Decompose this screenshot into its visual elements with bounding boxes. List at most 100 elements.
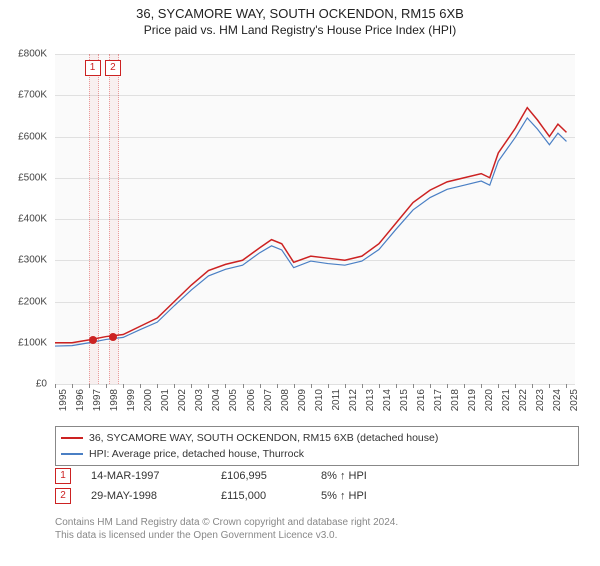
x-tick-label: 2005: [228, 389, 239, 411]
x-tick: [396, 384, 397, 388]
x-tick: [174, 384, 175, 388]
x-tick-label: 2002: [177, 389, 188, 411]
x-tick: [345, 384, 346, 388]
y-tick-label: £300K: [0, 255, 47, 266]
chart-subtitle: Price paid vs. HM Land Registry's House …: [0, 23, 600, 37]
x-tick: [106, 384, 107, 388]
footer-line1: Contains HM Land Registry data © Crown c…: [55, 516, 398, 529]
series-line: [55, 108, 566, 343]
x-tick-label: 2011: [331, 389, 342, 411]
x-tick-label: 2019: [467, 389, 478, 411]
marker-label-box: 1: [85, 60, 101, 76]
event-marker-box: 1: [55, 468, 71, 484]
x-tick-label: 2000: [143, 389, 154, 411]
x-tick: [243, 384, 244, 388]
x-tick-label: 2023: [535, 389, 546, 411]
legend-label: 36, SYCAMORE WAY, SOUTH OCKENDON, RM15 6…: [89, 432, 438, 444]
y-tick-label: £800K: [0, 49, 47, 60]
events-table: 1 14-MAR-1997£106,9958% ↑ HPI 2 29-MAY-1998…: [55, 466, 401, 506]
x-tick-label: 2001: [160, 389, 171, 411]
x-tick-label: 2014: [382, 389, 393, 411]
y-tick-label: £0: [0, 379, 47, 390]
legend-item: 36, SYCAMORE WAY, SOUTH OCKENDON, RM15 6…: [61, 430, 573, 446]
y-tick-label: £200K: [0, 296, 47, 307]
x-tick: [362, 384, 363, 388]
x-tick: [55, 384, 56, 388]
x-tick-label: 1997: [92, 389, 103, 411]
x-tick-label: 2015: [399, 389, 410, 411]
x-tick: [532, 384, 533, 388]
sale-dot: [109, 333, 117, 341]
x-tick-label: 2004: [211, 389, 222, 411]
x-tick: [447, 384, 448, 388]
legend-swatch: [61, 453, 83, 455]
x-tick: [277, 384, 278, 388]
chart-container: 36, SYCAMORE WAY, SOUTH OCKENDON, RM15 6…: [0, 6, 600, 566]
legend-swatch: [61, 437, 83, 439]
event-marker-box: 2: [55, 488, 71, 504]
x-tick: [208, 384, 209, 388]
event-price: £106,995: [221, 470, 321, 482]
x-tick: [157, 384, 158, 388]
x-tick: [515, 384, 516, 388]
x-tick: [566, 384, 567, 388]
x-tick: [191, 384, 192, 388]
x-tick: [72, 384, 73, 388]
gridline: [55, 384, 575, 385]
y-tick-label: £700K: [0, 90, 47, 101]
footer-attribution: Contains HM Land Registry data © Crown c…: [55, 516, 398, 542]
x-tick: [140, 384, 141, 388]
x-tick-label: 2012: [348, 389, 359, 411]
x-tick-label: 2013: [365, 389, 376, 411]
event-row: 1 14-MAR-1997£106,9958% ↑ HPI: [55, 466, 401, 486]
x-tick: [328, 384, 329, 388]
x-tick: [379, 384, 380, 388]
legend-label: HPI: Average price, detached house, Thur…: [89, 448, 304, 460]
x-tick-label: 1995: [58, 389, 69, 411]
x-tick-label: 2009: [297, 389, 308, 411]
x-tick: [413, 384, 414, 388]
x-tick-label: 2018: [450, 389, 461, 411]
x-tick: [430, 384, 431, 388]
series-line: [55, 118, 566, 346]
x-tick: [311, 384, 312, 388]
x-tick: [260, 384, 261, 388]
y-tick-label: £600K: [0, 131, 47, 142]
event-pct: 8% ↑ HPI: [321, 470, 401, 482]
event-date: 14-MAR-1997: [91, 470, 221, 482]
event-pct: 5% ↑ HPI: [321, 490, 401, 502]
x-tick: [498, 384, 499, 388]
x-tick: [481, 384, 482, 388]
x-tick-label: 1996: [75, 389, 86, 411]
x-tick: [464, 384, 465, 388]
x-tick: [549, 384, 550, 388]
x-tick-label: 2021: [501, 389, 512, 411]
chart-area: 12 £0£100K£200K£300K£400K£500K£600K£700K…: [55, 54, 575, 384]
x-tick-label: 2022: [518, 389, 529, 411]
x-tick-label: 1999: [126, 389, 137, 411]
footer-line2: This data is licensed under the Open Gov…: [55, 529, 398, 542]
legend-item: HPI: Average price, detached house, Thur…: [61, 446, 573, 462]
x-tick-label: 2003: [194, 389, 205, 411]
x-tick-label: 2010: [314, 389, 325, 411]
marker-label-box: 2: [105, 60, 121, 76]
x-tick-label: 2017: [433, 389, 444, 411]
line-series-svg: [55, 54, 575, 384]
y-tick-label: £500K: [0, 172, 47, 183]
y-tick-label: £400K: [0, 214, 47, 225]
x-tick-label: 2025: [569, 389, 580, 411]
sale-dot: [89, 336, 97, 344]
x-tick-label: 2024: [552, 389, 563, 411]
event-price: £115,000: [221, 490, 321, 502]
x-tick-label: 2020: [484, 389, 495, 411]
x-tick: [89, 384, 90, 388]
chart-title: 36, SYCAMORE WAY, SOUTH OCKENDON, RM15 6…: [0, 6, 600, 21]
x-tick-label: 2016: [416, 389, 427, 411]
x-tick-label: 1998: [109, 389, 120, 411]
event-row: 2 29-MAY-1998£115,0005% ↑ HPI: [55, 486, 401, 506]
event-date: 29-MAY-1998: [91, 490, 221, 502]
x-tick-label: 2007: [263, 389, 274, 411]
x-tick: [225, 384, 226, 388]
x-tick: [123, 384, 124, 388]
legend: 36, SYCAMORE WAY, SOUTH OCKENDON, RM15 6…: [55, 426, 579, 466]
